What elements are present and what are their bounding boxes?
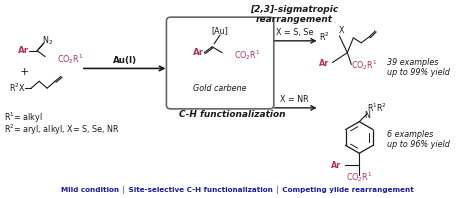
Text: $\mathdefault{R^2}$: $\mathdefault{R^2}$ (376, 102, 387, 114)
Text: rearrangement: rearrangement (256, 15, 333, 24)
Text: [Au]: [Au] (212, 27, 228, 35)
Text: Ar: Ar (319, 59, 329, 68)
Text: Ar: Ar (18, 46, 29, 55)
Text: X = S, Se: X = S, Se (276, 29, 313, 37)
Text: $\mathdefault{N_2}$: $\mathdefault{N_2}$ (42, 35, 53, 47)
Text: $\mathdefault{R^2}$: $\mathdefault{R^2}$ (319, 31, 329, 43)
Text: C-H functionalization: C-H functionalization (179, 110, 285, 119)
Text: $\mathdefault{R^1}$: $\mathdefault{R^1}$ (367, 102, 378, 114)
Text: Au(I): Au(I) (113, 56, 137, 65)
Text: up to 96% yield: up to 96% yield (387, 140, 450, 149)
Text: 6 examples: 6 examples (387, 130, 433, 139)
Text: N: N (365, 111, 370, 120)
Text: Mild condition │ Site-selective C-H functionalization │ Competing ylide rearrang: Mild condition │ Site-selective C-H func… (61, 186, 413, 194)
Text: $\mathdefault{R^2}$: $\mathdefault{R^2}$ (9, 82, 20, 94)
Text: Gold carbene: Gold carbene (193, 84, 247, 93)
Text: $\mathdefault{R^1}$= alkyl: $\mathdefault{R^1}$= alkyl (4, 110, 43, 125)
Text: X = NR: X = NR (280, 95, 309, 105)
Text: Ar: Ar (331, 161, 341, 169)
Text: $\mathdefault{CO_2R^1}$: $\mathdefault{CO_2R^1}$ (57, 52, 83, 66)
Text: $\mathdefault{CO_2R^1}$: $\mathdefault{CO_2R^1}$ (346, 170, 373, 184)
Text: 39 examples: 39 examples (387, 58, 438, 67)
Text: [2,3]-sigmatropic: [2,3]-sigmatropic (251, 5, 339, 14)
FancyBboxPatch shape (166, 17, 274, 109)
Text: $\mathdefault{R^2}$= aryl, alkyl, X= S, Se, NR: $\mathdefault{R^2}$= aryl, alkyl, X= S, … (4, 122, 120, 137)
Text: $\mathdefault{CO_2R^1}$: $\mathdefault{CO_2R^1}$ (351, 59, 378, 72)
Text: X: X (338, 27, 344, 35)
Text: X: X (18, 84, 24, 93)
Text: up to 99% yield: up to 99% yield (387, 68, 450, 77)
Text: Ar: Ar (192, 48, 204, 57)
Text: $\mathdefault{CO_2R^1}$: $\mathdefault{CO_2R^1}$ (234, 48, 261, 62)
Text: +: + (19, 67, 29, 77)
